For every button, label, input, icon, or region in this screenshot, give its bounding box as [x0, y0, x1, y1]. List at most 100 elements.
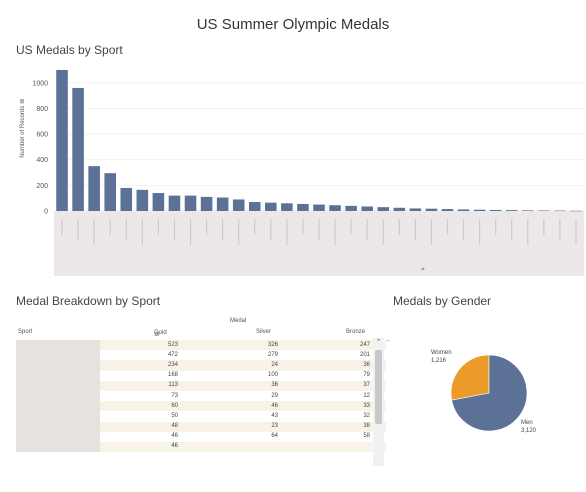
bar-mark[interactable] [457, 209, 470, 211]
bar-mark[interactable] [505, 210, 518, 211]
bar-mark[interactable] [489, 209, 502, 211]
bar-x-tick-placeholder [141, 219, 143, 245]
table-cell-silver: 29 [271, 392, 278, 399]
col-bronze-header[interactable]: Bronze [346, 329, 366, 335]
table-row[interactable]: 46 64 58 [16, 431, 386, 442]
bar-chart-title: US Medals by Sport [16, 43, 123, 57]
bar-mark[interactable] [329, 205, 341, 211]
table-cell-bronze: 36 [363, 361, 370, 368]
bar-mark[interactable] [216, 197, 229, 211]
col-sport-header[interactable]: Sport [18, 329, 33, 335]
bar-y-tick-label: 400 [36, 157, 48, 164]
bar-x-tick-placeholder [157, 219, 159, 235]
table-scrollbar[interactable]: ⌃ [373, 338, 384, 466]
bar-mark[interactable] [297, 203, 309, 211]
table-cell-sport [16, 441, 100, 453]
bar-x-sort-icon[interactable]: ≠ [421, 267, 425, 273]
bar-y-tick-label: 1000 [32, 80, 48, 87]
medal-header: Medal [230, 318, 247, 324]
table-cell-gold: 113 [168, 382, 178, 389]
table-cell-sport [16, 380, 100, 391]
pie-men-label: Men 3,120 [521, 419, 536, 435]
pie-men-value: 3,120 [521, 428, 537, 434]
bar-x-tick-placeholder [479, 219, 481, 245]
bar-mark[interactable] [377, 207, 390, 211]
bar-mark[interactable] [152, 193, 165, 211]
bar-mark[interactable] [425, 208, 438, 211]
bar-mark[interactable] [168, 195, 181, 211]
bar-mark[interactable] [570, 210, 582, 212]
table-row[interactable]: 46 [16, 441, 386, 453]
bar-mark[interactable] [104, 173, 116, 211]
bar-mark[interactable] [345, 205, 357, 211]
bar-x-tick-placeholder [575, 219, 577, 245]
bar-mark[interactable] [554, 210, 566, 212]
table-cell-sport [16, 350, 100, 361]
table-row[interactable]: 523 326 247 [16, 340, 386, 351]
bar-mark[interactable] [72, 87, 84, 211]
table-cell-sport [16, 390, 100, 402]
bar-mark[interactable] [538, 210, 550, 211]
bar-x-tick-placeholder [205, 219, 208, 235]
medal-table[interactable]: Medal Sport Gold ≣ Silver Bronze 523 326 24… [16, 314, 390, 466]
sort-icon[interactable]: ≣ [154, 331, 160, 338]
table-cell-gold: 523 [167, 341, 178, 348]
bar-y-tick-label: 0 [44, 209, 48, 216]
table-row[interactable]: 472 279 201 [16, 350, 386, 361]
bar-mark[interactable] [409, 208, 422, 211]
table-cell-gold: 472 [167, 351, 178, 358]
table-body: 523 326 247 472 279 201 234 24 36 168 100 79 113 36 37… [16, 340, 386, 453]
table-cell-sport [16, 360, 100, 371]
pie-slice-men[interactable] [451, 354, 528, 432]
table-row[interactable]: 113 36 37 [16, 380, 386, 391]
dashboard-title: US Summer Olympic Medals [196, 16, 390, 33]
bar-x-tick-placeholder [414, 219, 416, 240]
bar-mark[interactable] [281, 203, 293, 211]
bar-mark[interactable] [56, 70, 68, 211]
bar-mark[interactable] [361, 206, 373, 211]
bar-x-tick-placeholder [173, 219, 176, 240]
bar-mark[interactable] [184, 195, 197, 211]
bar-mark[interactable] [248, 202, 261, 211]
table-cell-bronze: 38 [363, 423, 370, 430]
table-row[interactable]: 48 23 38 [16, 421, 386, 432]
bar-mark[interactable] [441, 209, 454, 211]
bar-mark[interactable] [313, 204, 325, 211]
bar-mark[interactable] [88, 166, 100, 211]
table-row[interactable]: 60 46 33 [16, 401, 386, 412]
table-cell-silver: 100 [267, 372, 278, 379]
col-silver-header[interactable]: Silver [256, 329, 272, 335]
bar-mark[interactable] [136, 189, 149, 211]
table-cell-sport [16, 431, 100, 442]
bar-mark[interactable] [522, 210, 534, 211]
scroll-up-icon[interactable]: ⌃ [375, 339, 382, 346]
table-cell-silver: 43 [271, 412, 278, 419]
bar-chart[interactable]: 0 200 400 600 800 1000 ≠ [0, 60, 586, 280]
bar-mark[interactable] [473, 209, 486, 211]
bar-x-tick-placeholder [334, 219, 336, 245]
bar-x-tick-placeholder [302, 219, 304, 235]
bar-mark[interactable] [200, 196, 213, 211]
bar-mark[interactable] [265, 202, 277, 211]
table-cell-gold: 50 [171, 412, 178, 419]
pie-slice-women[interactable] [450, 354, 490, 401]
table-row[interactable]: 73 29 12 [16, 390, 386, 402]
table-row[interactable]: 234 24 36 [16, 360, 386, 371]
table-cell-sport [16, 421, 100, 432]
table-cell-silver: 64 [271, 433, 278, 440]
scroll-thumb[interactable] [375, 350, 382, 424]
bar-x-tick-placeholder [495, 219, 497, 235]
table-row[interactable]: 50 43 32 [16, 411, 386, 422]
table-cell-bronze: 33 [363, 402, 370, 409]
bar-x-tick-placeholder [109, 219, 111, 235]
bar-mark[interactable] [232, 199, 245, 211]
bar-mark[interactable] [120, 187, 133, 211]
table-cell-bronze: 37 [363, 382, 370, 389]
table-cell-silver: 46 [271, 402, 278, 409]
bar-mark[interactable] [393, 207, 406, 211]
bar-x-tick-placeholder [350, 219, 352, 235]
table-cell-bronze: 32 [363, 412, 370, 419]
pie-chart-title: Medals by Gender [393, 294, 492, 308]
table-row[interactable]: 168 100 79 [16, 370, 386, 381]
table-cell-sport [16, 401, 100, 412]
